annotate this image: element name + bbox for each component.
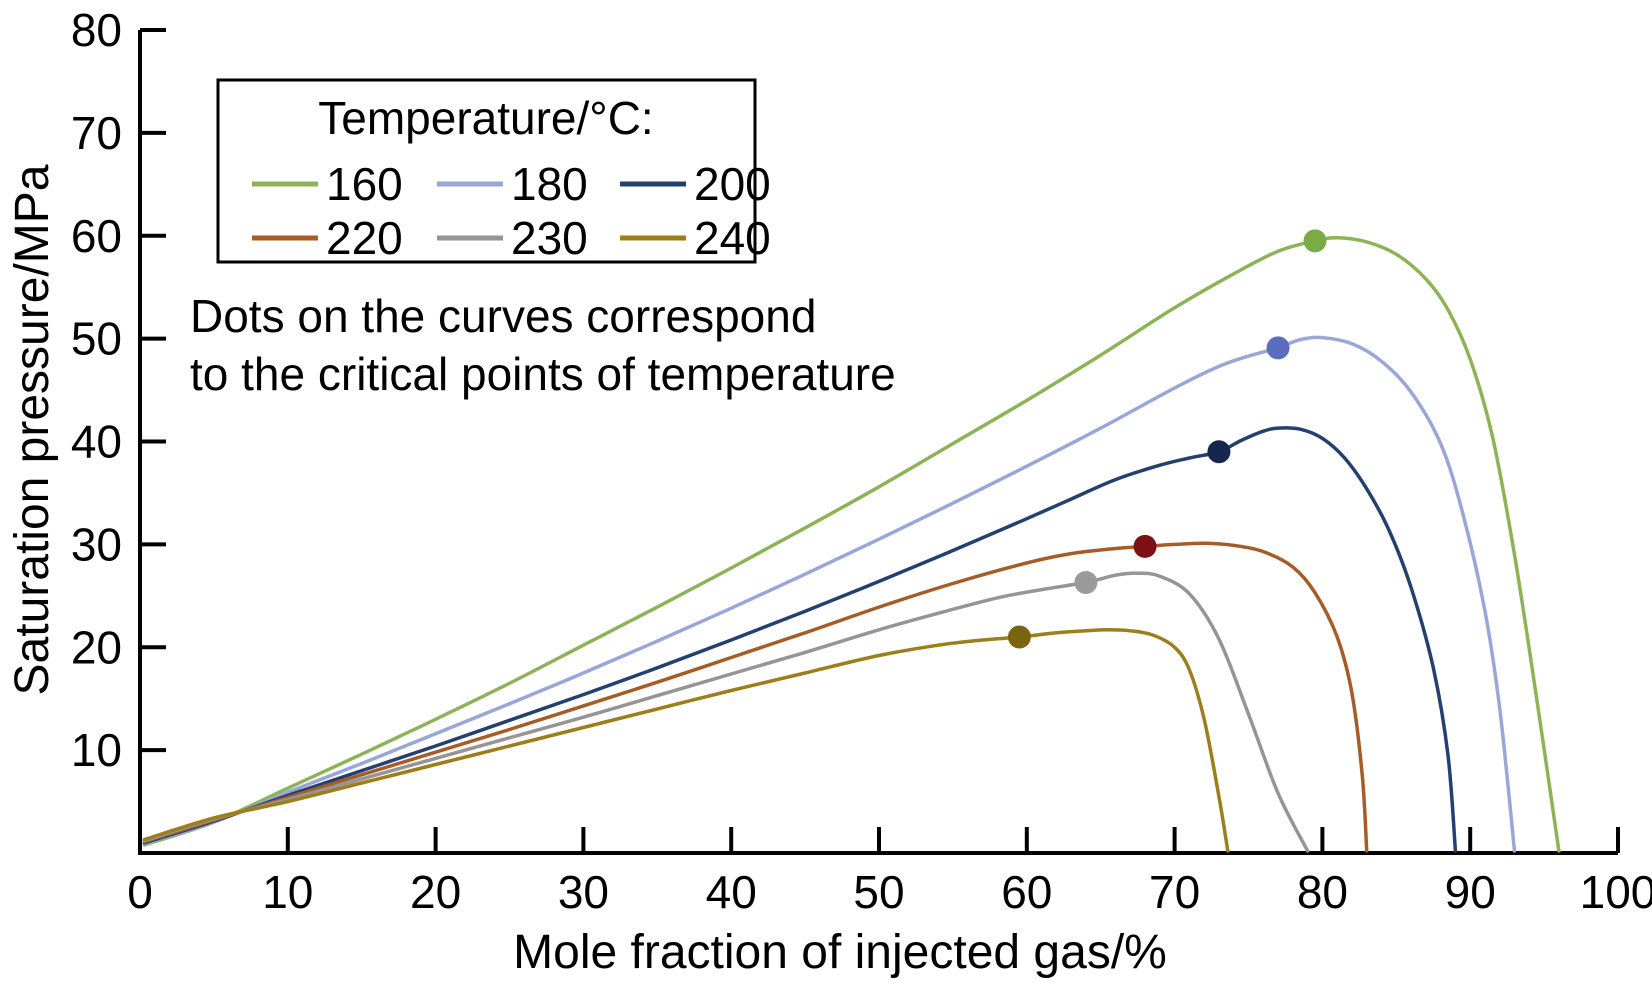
y-tick-label: 70 [71,107,122,159]
legend-label-220: 220 [326,212,403,264]
curve-220 [142,541,1369,853]
legend: Temperature/°C: 160 180 200 220 230 240 [216,78,771,264]
x-tick-label: 10 [262,866,313,918]
curve-240 [142,628,1230,853]
x-tick-label: 50 [853,866,904,918]
x-tick-label: 0 [127,866,153,918]
y-tick-label: 50 [71,313,122,365]
critical-point-dot-180 [1266,336,1290,360]
plot-area: 0 10 20 30 40 50 60 70 80 90 100 10 20 30 40 50 60 70 80 [71,4,1652,918]
critical-point-dot-240 [1007,625,1031,649]
y-tick-label: 10 [71,724,122,776]
x-tick-label: 90 [1445,866,1496,918]
y-tick-label: 20 [71,621,122,673]
legend-label-240: 240 [694,212,771,264]
x-tick-label: 80 [1297,866,1348,918]
critical-point-dot-220 [1133,534,1157,558]
legend-title: Temperature/°C: [318,92,653,144]
y-tick-label: 40 [71,416,122,468]
y-tick-label: 60 [71,210,122,262]
x-tick-label: 70 [1149,866,1200,918]
x-tick-label: 40 [706,866,757,918]
legend-box [216,78,757,264]
critical-point-dot-160 [1303,229,1327,253]
legend-label-180: 180 [511,158,588,210]
curve-200 [142,426,1458,853]
critical-point-dot-200 [1207,440,1231,464]
legend-label-200: 200 [694,158,771,210]
curve-160 [142,236,1561,853]
x-tick-label: 20 [410,866,461,918]
x-tick-label: 100 [1580,866,1652,918]
annotation-line-1: Dots on the curves correspond [190,290,816,342]
y-axis-title: Saturation pressure/MPa [6,164,59,695]
annotation-line-2: to the critical points of temperature [190,348,896,400]
x-tick-label: 60 [1001,866,1052,918]
x-axis-title: Mole fraction of injected gas/% [513,926,1167,979]
critical-point-dot-230 [1074,570,1098,594]
legend-label-160: 160 [326,158,403,210]
curve-180 [142,335,1517,853]
y-tick-label: 80 [71,4,122,56]
legend-label-230: 230 [511,212,588,264]
y-tick-label: 30 [71,518,122,570]
curve-230 [142,571,1310,853]
x-tick-label: 30 [558,866,609,918]
